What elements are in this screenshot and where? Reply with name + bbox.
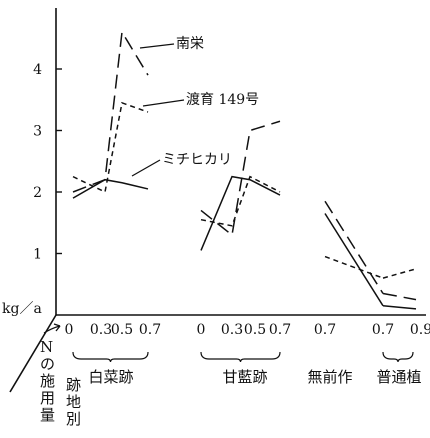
series-line-0-group-3: [382, 292, 417, 301]
n-arrow-head: [53, 323, 61, 332]
x-tick-label: 0.5: [244, 322, 266, 338]
x-tick-label: 0.7: [372, 322, 394, 338]
x-tick-label: 0.7: [139, 322, 161, 338]
series-line-2-group-0: [72, 178, 149, 199]
series-label: 渡育 149号: [186, 92, 259, 108]
series-line-2-bridge: [324, 213, 384, 307]
series-line-1-group-1: [200, 175, 281, 227]
axes: [9, 8, 426, 393]
series-line-1-bridge: [324, 255, 384, 279]
x-tick-label: 0.7: [269, 322, 291, 338]
x-axis-label: N の施用量: [40, 338, 55, 424]
series-label: 南栄: [176, 36, 204, 52]
series-leader: [139, 43, 175, 49]
y-tick-label: 1: [33, 247, 42, 263]
x-tick-label: 0.3: [221, 322, 243, 338]
group-axis-label: 跡地別: [66, 376, 81, 428]
series-leader: [142, 99, 185, 107]
x-tick-label: 0: [65, 322, 74, 338]
group-label: 無前作: [307, 368, 352, 386]
series-leader: [131, 159, 161, 177]
brace-kanran: [200, 351, 281, 363]
brace-hakusai: [72, 351, 149, 363]
y-tick-label: 3: [33, 124, 42, 140]
series-line-0-bridge: [324, 200, 384, 294]
x-tick-label: 0.5: [111, 322, 133, 338]
series-line-2-group-3: [382, 305, 417, 310]
series-lines: [72, 29, 417, 310]
brace-futsu: [382, 351, 414, 363]
n-arrow: [43, 325, 61, 334]
x-tick-label: 0.7: [314, 322, 336, 338]
series-label: ミチヒカリ: [162, 152, 232, 168]
series-line-0-group-1: [200, 120, 281, 237]
x-tick-label: 0.3: [90, 322, 112, 338]
x-tick-label: 0.9: [410, 322, 430, 338]
y-axis-unit: kg／a: [2, 301, 42, 317]
x-tick-label: 0: [197, 322, 206, 338]
series-line-0-group-0: [72, 29, 149, 193]
group-label: 普通植: [376, 368, 421, 386]
series-line-2-group-1: [200, 175, 281, 251]
group-axis: [9, 314, 57, 393]
y-tick-label: 2: [33, 185, 42, 201]
group-label: 甘藍跡: [222, 368, 267, 386]
series-line-1-group-0: [72, 101, 149, 194]
series-line-1-group-3: [382, 268, 417, 279]
y-tick-label: 4: [33, 62, 42, 78]
group-label: 白菜跡: [88, 368, 133, 386]
